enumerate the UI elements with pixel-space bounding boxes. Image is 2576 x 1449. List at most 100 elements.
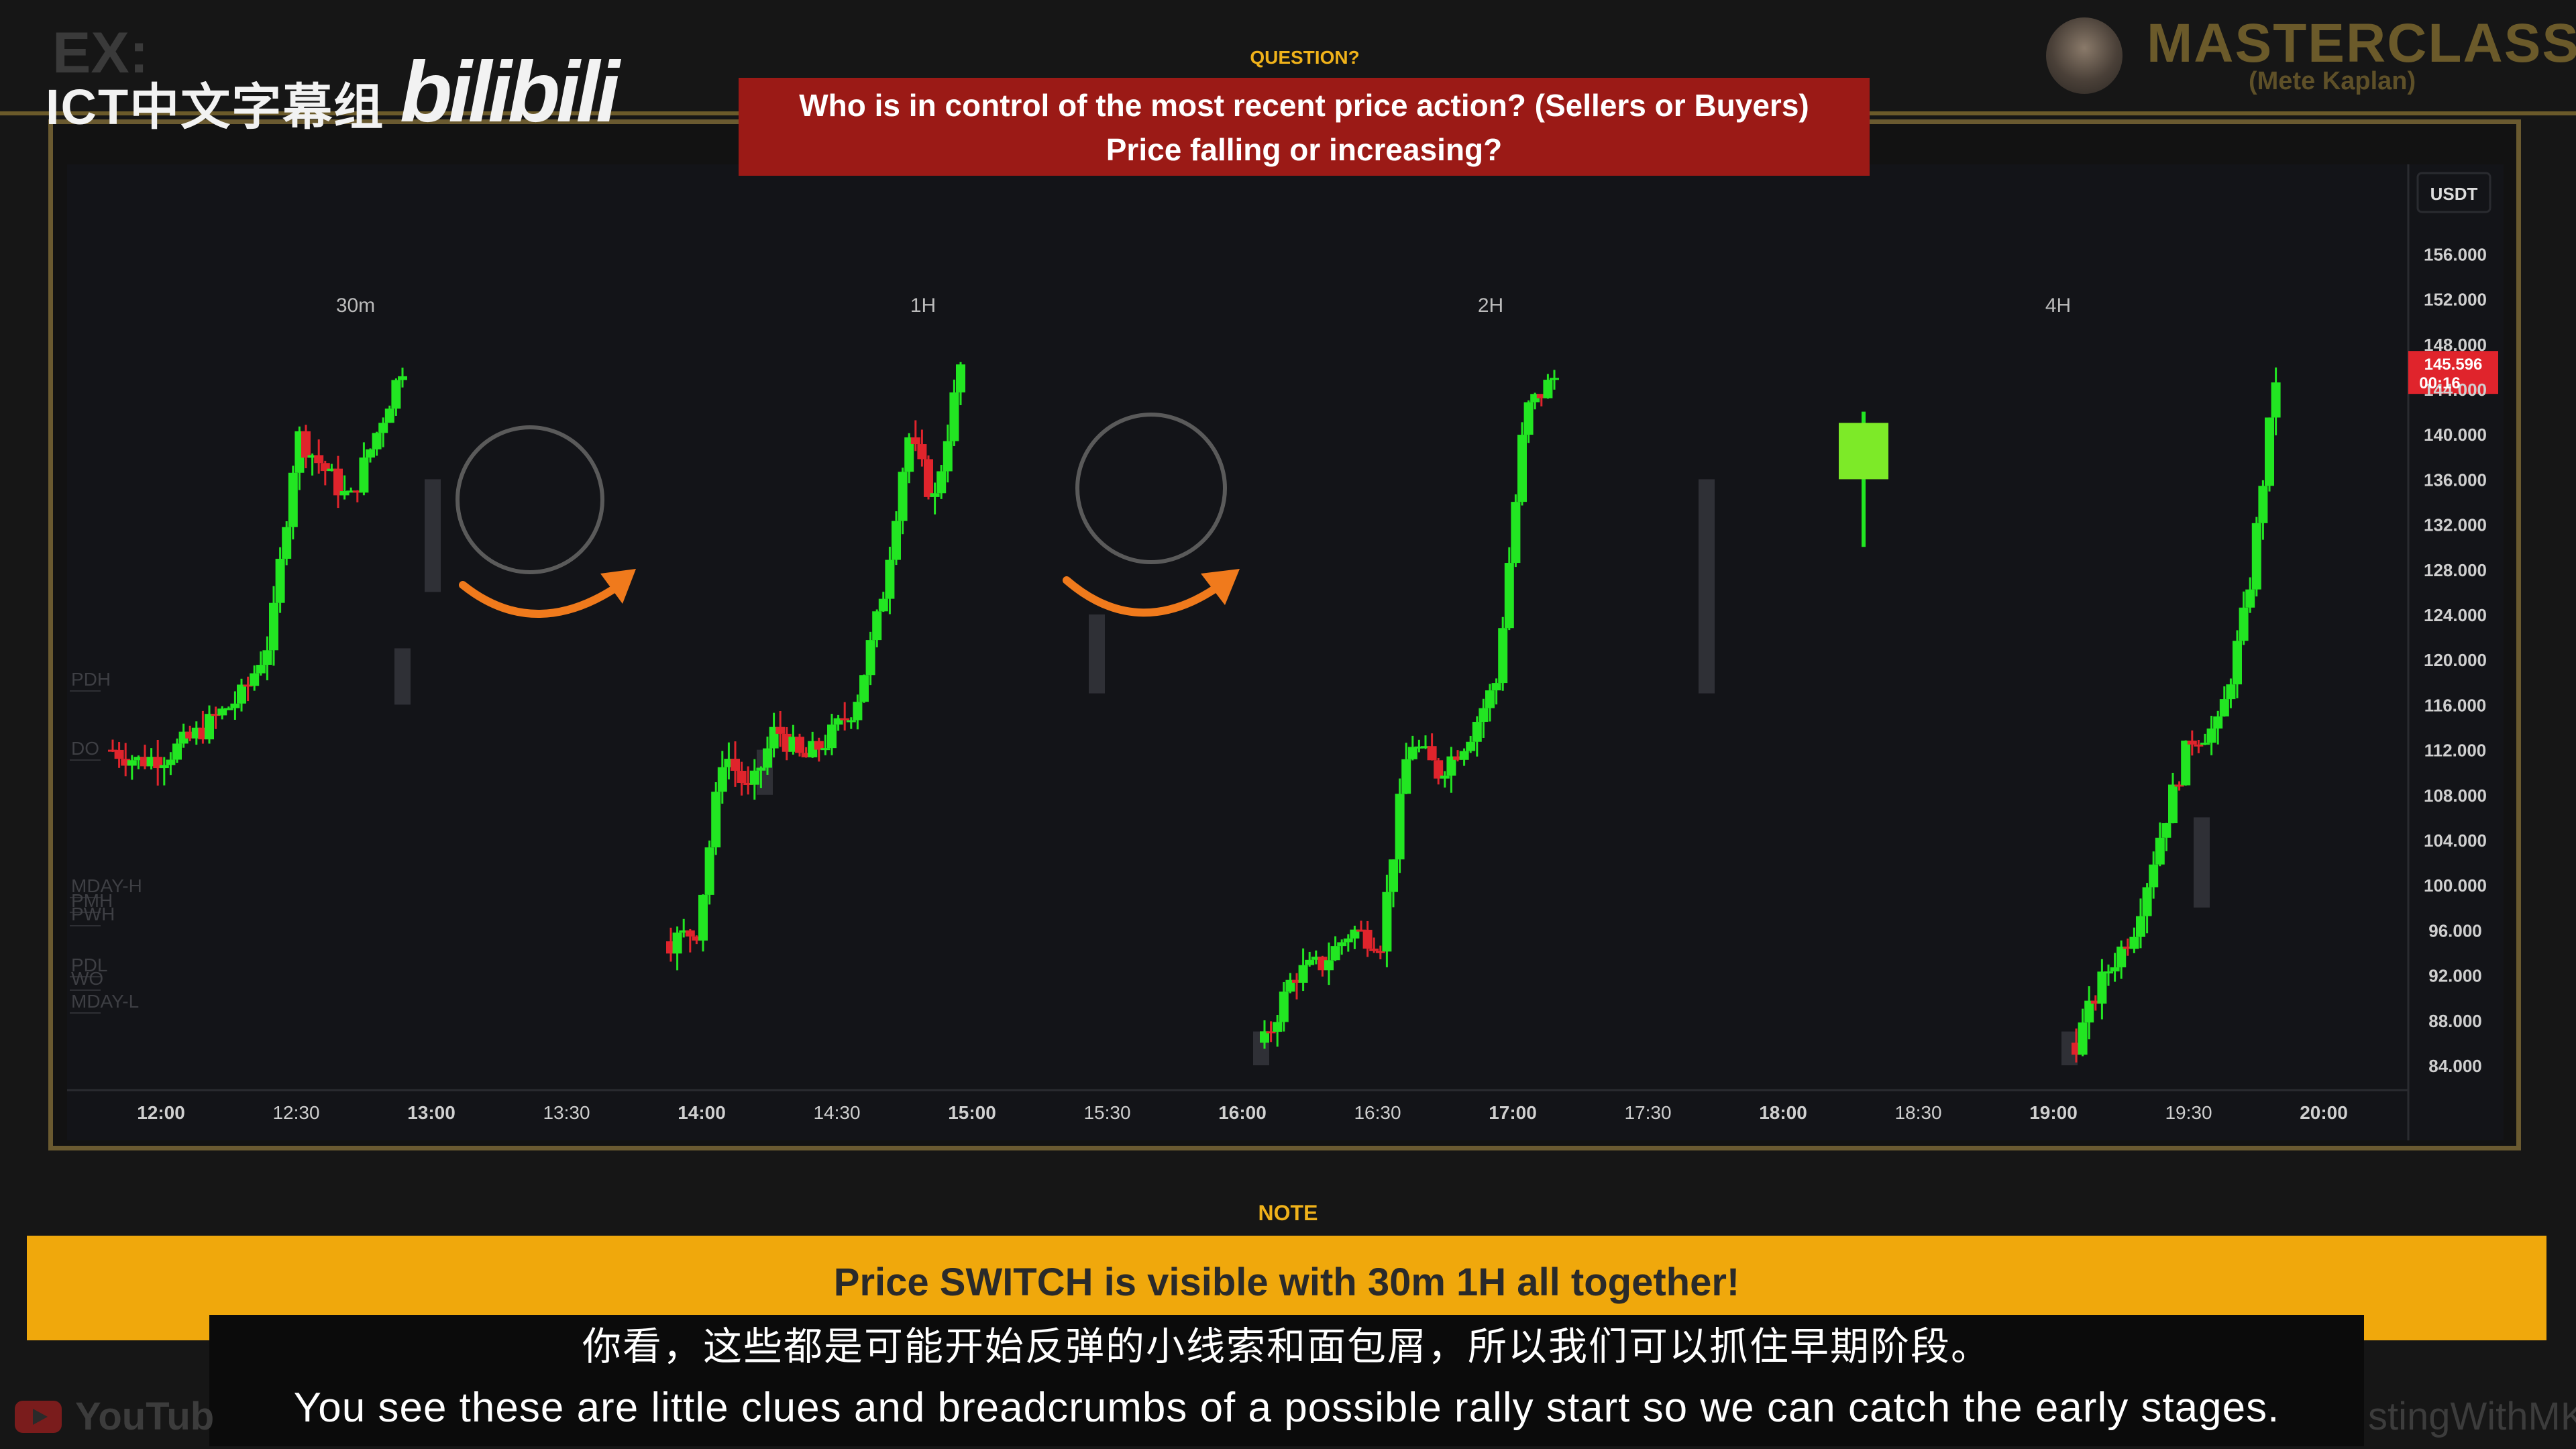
2h-candle-body [1440, 775, 1450, 779]
highlight-candle-body [1839, 423, 1888, 480]
2h-candle-body [1479, 708, 1489, 722]
subtitle-box: 你看，这些都是可能开始反弹的小线索和面包屑，所以我们可以抓住早期阶段。 You … [209, 1315, 2364, 1446]
30m-candle-body [314, 455, 324, 464]
price-tick-label: 152.000 [2424, 290, 2487, 310]
2h-candle-body [1266, 1031, 1276, 1034]
2h-candle-body [1382, 892, 1392, 952]
30m-candle-body [166, 759, 176, 765]
switch-arrow-30m [459, 578, 628, 618]
price-tick-label: 156.000 [2424, 244, 2487, 264]
price-tick-label: 144.000 [2424, 380, 2487, 400]
price-tick-label: 100.000 [2424, 875, 2487, 896]
question-line-2: Price falling or increasing? [1106, 132, 1503, 167]
1h-candle-body [846, 720, 856, 722]
1h-candle-body [853, 702, 863, 720]
2h-candle-body [1421, 746, 1430, 749]
4h-candle-body [2142, 887, 2152, 916]
2h-candle-body [1330, 946, 1340, 961]
2h-candle-body [1305, 959, 1315, 965]
switch-arrow-30m-head [600, 569, 636, 604]
30m-candle-body [133, 757, 144, 761]
time-tick-label: 12:00 [137, 1102, 185, 1123]
4h-candle-body [2239, 607, 2249, 641]
1h-candle-body [898, 472, 908, 521]
1h-candle-body [840, 718, 850, 720]
1h-candle-body [872, 611, 882, 641]
1h-candle-body [795, 737, 804, 753]
range-shade [2194, 817, 2210, 908]
4h-candle-body [2245, 589, 2255, 608]
1h-candle-body [917, 444, 927, 460]
price-tick-label: 84.000 [2428, 1056, 2482, 1076]
1h-candle-body [672, 932, 682, 954]
1h-candle-body [692, 936, 702, 941]
2h-candle-body [1292, 979, 1301, 983]
2h-candle-body [1472, 722, 1482, 742]
30m-candle-body [243, 684, 253, 687]
1h-candle-body [820, 748, 830, 751]
channel-watermark: stingWithMK [2368, 1395, 2576, 1438]
2h-candle-body [1350, 929, 1360, 939]
1h-candle-body [930, 493, 940, 497]
4h-candle-body [2155, 837, 2165, 865]
30m-candle-body [288, 472, 298, 527]
price-tick-label: 136.000 [2424, 470, 2487, 490]
2h-candle-body [1260, 1031, 1269, 1043]
2h-candle-body [1279, 991, 1289, 1022]
4h-candle-body [2219, 699, 2229, 716]
time-tick-label: 20:00 [2300, 1102, 2348, 1123]
price-tick-label: 104.000 [2424, 830, 2487, 851]
1h-candle-body [685, 930, 695, 937]
1h-candle-body [865, 640, 875, 676]
time-tick-label: 19:30 [2165, 1102, 2212, 1123]
30m-candle-body [320, 463, 330, 472]
level-label: PMH [71, 890, 113, 911]
4h-candle-body [2194, 744, 2204, 747]
4h-candle-body [2129, 936, 2139, 949]
2h-candle-body [1375, 951, 1385, 953]
4h-candle-body [2110, 967, 2120, 972]
price-tick-label: 116.000 [2424, 695, 2487, 715]
4h-candle-body [2233, 641, 2242, 685]
price-tick-label: 128.000 [2424, 560, 2487, 580]
question-label: QUESTION? [1250, 47, 1360, 68]
price-tick-label: 112.000 [2424, 741, 2487, 761]
1h-candle-body [892, 521, 901, 560]
30m-candle-body [352, 490, 362, 493]
time-tick-label: 18:30 [1894, 1102, 1941, 1123]
2h-candle-body [1434, 760, 1444, 779]
30m-candle-body [372, 433, 382, 449]
current-price-tag [2408, 351, 2498, 394]
level-label: DO [71, 738, 99, 759]
1h-candle-body [711, 792, 721, 848]
4h-candle-body [2181, 741, 2191, 786]
subtitle-chinese: 你看，这些都是可能开始反弹的小线索和面包屑，所以我们可以抓住早期阶段。 [582, 1325, 1991, 1368]
30m-candle-body [391, 380, 401, 409]
1h-candle-body [910, 437, 920, 445]
2h-candle-body [1523, 402, 1534, 435]
2h-candle-body [1427, 746, 1437, 761]
2h-candle-body [1343, 938, 1353, 943]
price-tick-label: 96.000 [2428, 920, 2482, 941]
4h-candle-body [2200, 743, 2210, 745]
2h-candle-body [1285, 979, 1295, 992]
2h-candle-body [1517, 435, 1527, 502]
1h-candle-body [749, 770, 759, 785]
4h-candle-body [2251, 523, 2261, 590]
2h-candle-body [1273, 1022, 1283, 1032]
2h-candle-body [1407, 747, 1417, 759]
30m-candle-body [237, 684, 246, 704]
30m-candle-body [378, 423, 388, 433]
price-tick-label: 92.000 [2428, 966, 2482, 986]
1h-candle-body [904, 437, 914, 472]
30m-candle-body [282, 527, 292, 559]
30m-candle-body [275, 558, 285, 603]
2h-candle-body [1395, 794, 1405, 860]
30m-candle-body [185, 731, 195, 739]
level-label: PWH [71, 904, 115, 924]
30m-candle-body [223, 708, 233, 710]
4h-candle-body [2136, 916, 2145, 937]
top-divider-right [1870, 111, 2576, 115]
1h-candle-body [833, 718, 843, 725]
